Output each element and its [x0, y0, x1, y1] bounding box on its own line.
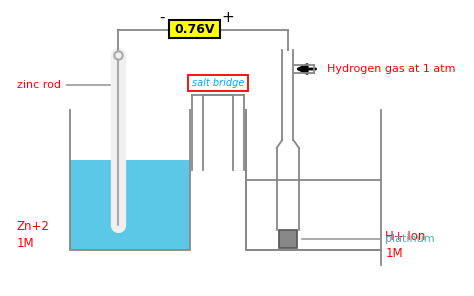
Text: Zn+2
1M: Zn+2 1M	[17, 220, 50, 250]
Text: +: +	[221, 9, 234, 25]
Text: zinc rod: zinc rod	[17, 80, 121, 90]
Text: H+ Ion
1M: H+ Ion 1M	[385, 230, 426, 260]
Bar	[70, 160, 191, 250]
Text: platinum: platinum	[302, 234, 435, 244]
Bar	[169, 20, 220, 38]
Text: salt bridge: salt bridge	[192, 78, 245, 88]
Text: -: -	[159, 9, 165, 25]
FancyBboxPatch shape	[189, 75, 248, 91]
Text: Hydrogen gas at 1 atm: Hydrogen gas at 1 atm	[327, 64, 456, 74]
Text: 0.76V: 0.76V	[175, 22, 215, 36]
Bar	[279, 230, 297, 248]
